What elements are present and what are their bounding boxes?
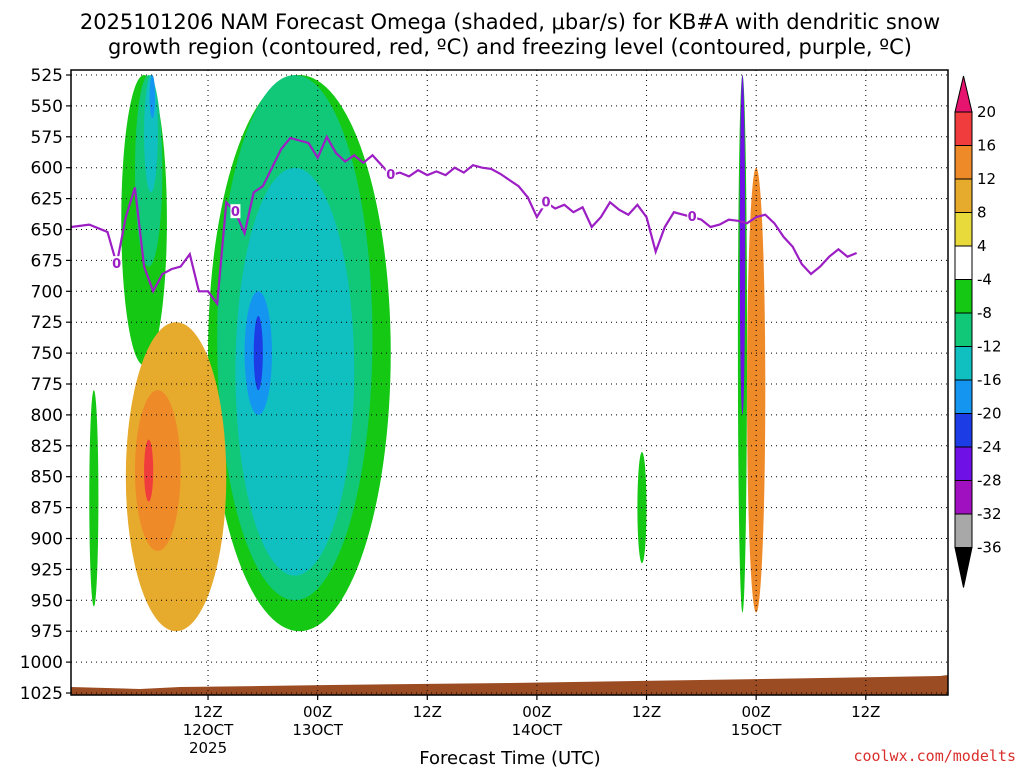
omega-region-10 [134, 390, 181, 551]
plot-frame [70, 69, 949, 696]
colorbar-swatch [954, 279, 973, 314]
y-tick-label: 550 [31, 97, 63, 117]
terrain-surface [71, 675, 948, 695]
y-axis-ticks: 525 550 575 600 625 650 675 700 725 750 775 800 825 8… [20, 66, 71, 704]
colorbar-swatch [954, 178, 973, 213]
freezing-label-bg-4 [687, 209, 698, 224]
colorbar-swatch [954, 379, 973, 414]
x-tick-label: 12OCT [183, 721, 234, 739]
colorbar-label: -16 [977, 371, 1002, 389]
y-tick-label: 800 [31, 406, 63, 426]
colorbar-label: -4 [977, 271, 992, 289]
colorbar-label: 12 [977, 170, 996, 188]
x-tick-label: 15OCT [731, 721, 782, 739]
x-tick-label: 00Z [741, 703, 770, 721]
freezing-level-label: 0 [112, 257, 121, 272]
y-tick-label: 625 [31, 190, 63, 210]
x-tick-label: 00Z [522, 703, 551, 721]
x-tick-label: 14OCT [512, 721, 563, 739]
colorbar-swatch [954, 312, 973, 347]
y-tick-label: 725 [31, 313, 63, 333]
colorbar-swatch [954, 480, 973, 515]
colorbar: 20 16 12 8 4 -4 -8 -12 -16 -20 -24 -28 -32 -36 [954, 75, 1002, 588]
colorbar-top-extend [954, 75, 973, 113]
freezing-level-label: 0 [542, 195, 551, 210]
x-tick-label: 12Z [632, 703, 661, 721]
freezing-level-label: 0 [231, 205, 240, 220]
freezing-label-bg-0 [111, 256, 122, 271]
y-tick-label: 850 [31, 468, 63, 488]
omega-region-3 [149, 75, 156, 119]
y-tick-label: 675 [31, 251, 63, 271]
y-tick-label: 650 [31, 221, 63, 241]
y-tick-label: 950 [31, 591, 63, 611]
colorbar-swatch [954, 212, 973, 247]
credit-url[interactable]: coolwx.com/modelts [853, 747, 1016, 765]
terrain-fill [71, 675, 948, 695]
omega-region-11 [144, 439, 154, 502]
colorbar-swatch [954, 145, 973, 180]
colorbar-swatch [954, 245, 973, 280]
x-tick-label: 12Z [193, 703, 222, 721]
omega-region-8 [253, 316, 263, 391]
freezing-label-bg-1 [230, 204, 241, 219]
colorbar-swatch [954, 513, 973, 548]
y-tick-label: 1025 [20, 684, 63, 704]
x-tick-label: 12Z [851, 703, 880, 721]
y-tick-label: 925 [31, 560, 63, 580]
y-tick-label: 575 [31, 128, 63, 148]
x-tick-label: 00Z [303, 703, 332, 721]
y-tick-label: 600 [31, 159, 63, 179]
colorbar-bottom-extend [954, 547, 973, 588]
omega-region-16 [739, 75, 746, 415]
colorbar-label: 20 [977, 103, 996, 121]
y-tick-label: 1000 [20, 653, 63, 673]
x-tick-label: 2025 [189, 739, 227, 757]
chart-title-line-2: growth region (contoured, red, ºC) and f… [108, 35, 912, 59]
y-tick-label: 875 [31, 499, 63, 519]
y-tick-label: 825 [31, 437, 63, 457]
x-axis-label: Forecast Time (UTC) [419, 748, 600, 768]
y-tick-label: 700 [31, 282, 63, 302]
colorbar-label: -24 [977, 438, 1002, 456]
grid-lines [71, 70, 948, 695]
colorbar-swatch [954, 413, 973, 448]
y-tick-label: 900 [31, 530, 63, 550]
freezing-label-bg-2 [385, 167, 396, 182]
colorbar-swatch [954, 446, 973, 481]
freezing-label-bg-3 [541, 194, 552, 209]
colorbar-label: -20 [977, 405, 1002, 423]
colorbar-swatch [954, 111, 973, 146]
colorbar-label: -36 [977, 539, 1002, 557]
colorbar-label: 16 [977, 137, 996, 155]
omega-region-12 [89, 390, 99, 607]
colorbar-label: 4 [977, 237, 987, 255]
y-tick-label: 525 [31, 66, 63, 86]
freezing-level-label: 0 [688, 210, 697, 225]
y-tick-label: 750 [31, 344, 63, 364]
chart-title-line-1: 2025101206 NAM Forecast Omega (shaded, μ… [80, 10, 940, 34]
freezing-level-label: 0 [386, 168, 395, 183]
freezing-level-contour: 0 0 0 0 0 [71, 134, 858, 307]
colorbar-label: -12 [977, 338, 1002, 356]
omega-region-6 [235, 167, 355, 576]
colorbar-label: 8 [977, 204, 987, 222]
colorbar-label: -28 [977, 472, 1002, 490]
y-tick-label: 975 [31, 622, 63, 642]
colorbar-label: -32 [977, 505, 1002, 523]
x-tick-label: 12Z [413, 703, 442, 721]
x-tick-label: 13OCT [292, 721, 343, 739]
omega-shading [89, 74, 766, 632]
colorbar-label: -8 [977, 304, 992, 322]
freezing-level-line [71, 134, 858, 307]
colorbar-swatch [954, 346, 973, 381]
y-tick-label: 775 [31, 375, 63, 395]
